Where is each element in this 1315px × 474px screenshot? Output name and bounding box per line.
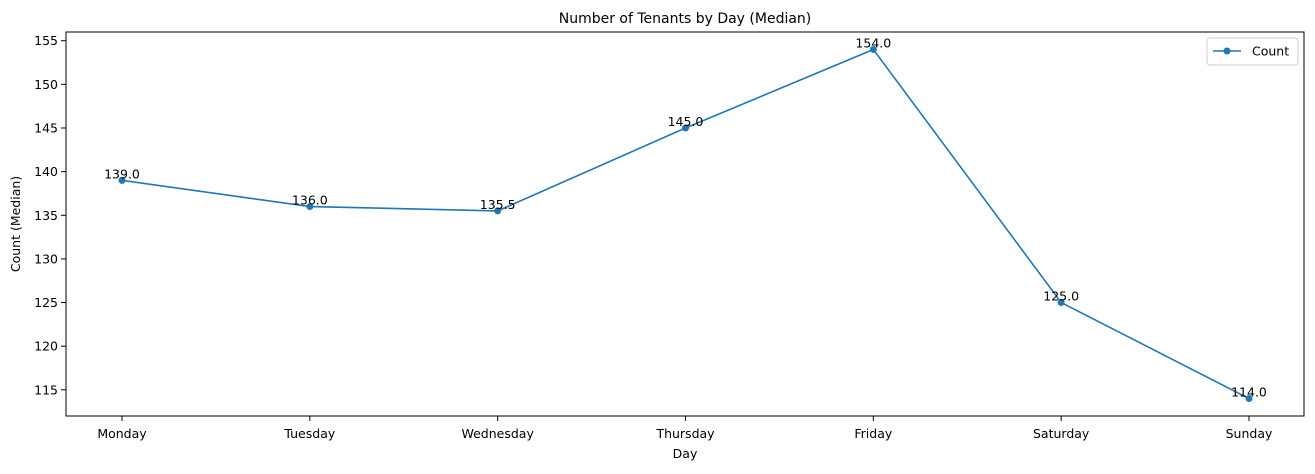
x-tick-label: Sunday [1226, 426, 1273, 441]
data-point-label: 154.0 [855, 35, 891, 50]
y-tick-label: 125 [34, 295, 58, 310]
data-point-label: 135.5 [480, 197, 516, 212]
y-tick-label: 155 [34, 33, 58, 48]
legend-marker-icon [1223, 47, 1231, 55]
legend-series-label: Count [1252, 44, 1289, 59]
x-axis: Monday Tuesday Wednesday Thursday Friday Satu… [97, 416, 1273, 441]
legend-box [1206, 37, 1299, 66]
data-point-marker [494, 207, 502, 215]
x-tick-label: Wednesday [461, 426, 534, 441]
data-point-label: 145.0 [668, 114, 704, 129]
x-tick-label: Saturday [1033, 426, 1090, 441]
x-tick-label: Tuesday [283, 426, 335, 441]
data-point-label: 139.0 [104, 166, 140, 181]
data-point-label: 136.0 [292, 193, 328, 208]
data-point-label: 114.0 [1231, 385, 1267, 400]
y-tick-label: 140 [34, 164, 58, 179]
y-tick-label: 145 [34, 121, 58, 136]
y-tick-label: 150 [34, 77, 58, 92]
x-axis-label: Day [673, 446, 698, 461]
x-tick-label: Friday [854, 426, 892, 441]
y-axis: 115 120 125 130 135 140 145 150 155 [34, 33, 66, 397]
data-point-marker [1245, 395, 1253, 403]
series-layer: 139.0 136.0 135.5 145.0 154.0 125.0 114.0 [104, 35, 1267, 403]
y-axis-label: Count (Median) [8, 176, 23, 272]
chart-title: Number of Tenants by Day (Median) [559, 11, 812, 27]
data-point-marker [869, 45, 877, 53]
x-tick-label: Monday [97, 426, 147, 441]
legend: Count [1206, 37, 1299, 66]
y-tick-label: 135 [34, 208, 58, 223]
y-tick-label: 130 [34, 251, 58, 266]
data-point-marker [118, 176, 126, 184]
data-point-label: 125.0 [1043, 289, 1079, 304]
y-tick-label: 120 [34, 339, 58, 354]
x-tick-label: Thursday [655, 426, 715, 441]
data-point-marker [682, 124, 689, 132]
data-point-marker [1057, 299, 1065, 307]
data-point-marker [306, 203, 314, 211]
y-tick-label: 115 [34, 382, 58, 397]
